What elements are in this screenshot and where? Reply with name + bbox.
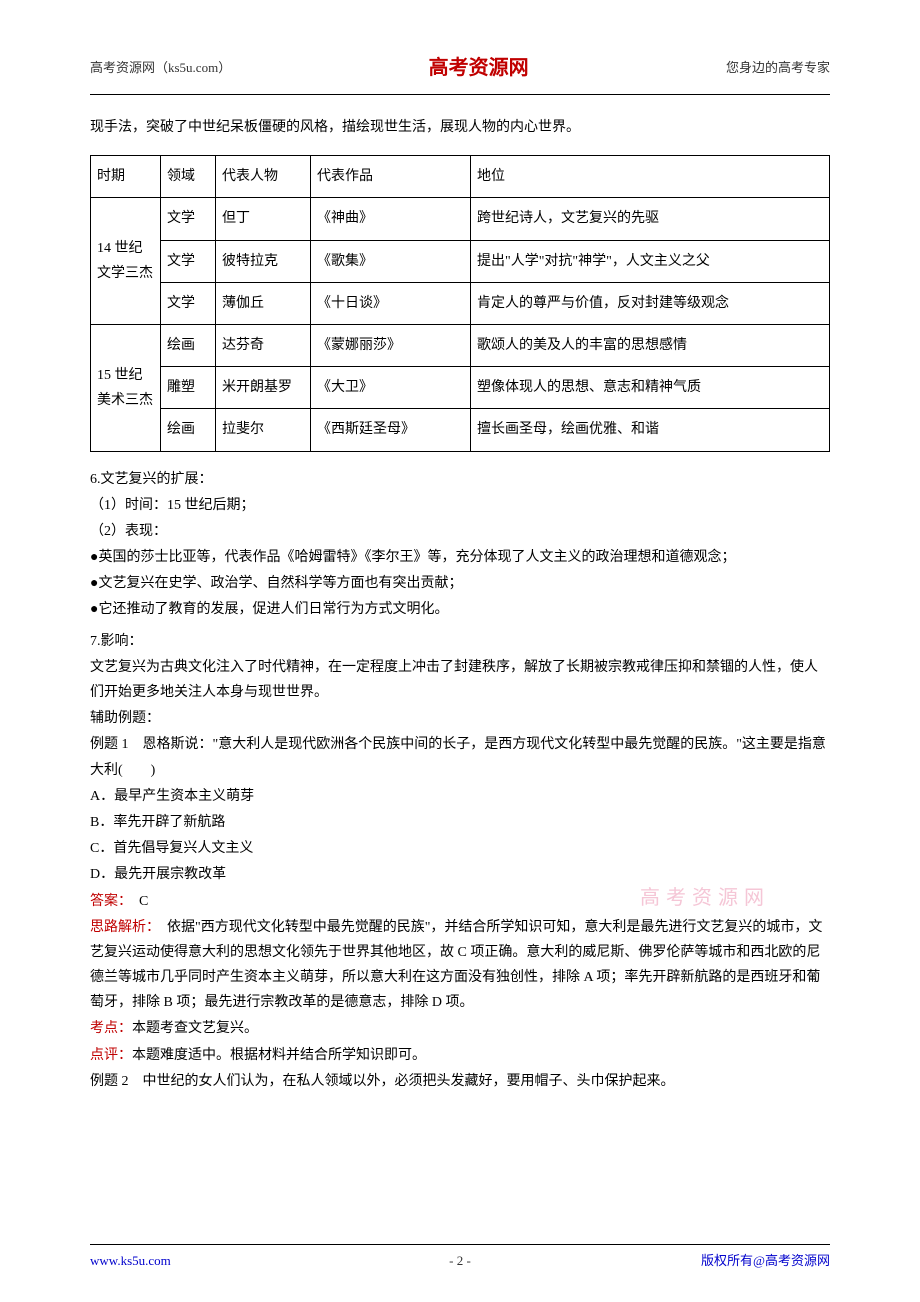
example1-optionD: D．最先开展宗教改革 bbox=[90, 862, 830, 887]
cell-work: 《歌集》 bbox=[311, 240, 471, 282]
cell-work: 《蒙娜丽莎》 bbox=[311, 324, 471, 366]
comment-label: 点评： bbox=[90, 1048, 132, 1063]
cell-person: 米开朗基罗 bbox=[216, 367, 311, 409]
section6-item1: （1）时间：15 世纪后期； bbox=[90, 493, 830, 518]
table-row: 14 世纪文学三杰 文学 但丁 《神曲》 跨世纪诗人，文艺复兴的先驱 bbox=[91, 198, 830, 240]
footer-copyright: 版权所有@高考资源网 bbox=[701, 1249, 830, 1272]
cell-period-1: 14 世纪文学三杰 bbox=[91, 198, 161, 325]
cell-work: 《大卫》 bbox=[311, 367, 471, 409]
section6-title: 6.文艺复兴的扩展： bbox=[90, 467, 830, 492]
cell-field: 文学 bbox=[161, 198, 216, 240]
example1-optionC: C．首先倡导复兴人文主义 bbox=[90, 836, 830, 861]
cell-status: 塑像体现人的思想、意志和精神气质 bbox=[471, 367, 830, 409]
cell-field: 雕塑 bbox=[161, 367, 216, 409]
answer-value: C bbox=[125, 894, 148, 909]
table-row: 文学 彼特拉克 《歌集》 提出"人学"对抗"神学"，人文主义之父 bbox=[91, 240, 830, 282]
example1-optionA: A．最早产生资本主义萌芽 bbox=[90, 784, 830, 809]
cell-status: 肯定人的尊严与价值，反对封建等级观念 bbox=[471, 282, 830, 324]
header-center-title: 高考资源网 bbox=[429, 50, 529, 86]
cell-field: 绘画 bbox=[161, 324, 216, 366]
footer-url: www.ks5u.com bbox=[90, 1249, 171, 1272]
section6-bullet3: ●它还推动了教育的发展，促进人们日常行为方式文明化。 bbox=[90, 597, 830, 622]
example1-optionB: B．率先开辟了新航路 bbox=[90, 810, 830, 835]
cell-status: 歌颂人的美及人的丰富的思想感情 bbox=[471, 324, 830, 366]
cell-field: 文学 bbox=[161, 240, 216, 282]
cell-period-2: 15 世纪美术三杰 bbox=[91, 324, 161, 451]
point-label: 考点： bbox=[90, 1021, 132, 1036]
example1-analysis-line: 思路解析： 依据"西方现代文化转型中最先觉醒的民族"，并结合所学知识可知，意大利… bbox=[90, 915, 830, 1016]
point-text: 本题考查文艺复兴。 bbox=[132, 1021, 258, 1036]
th-person: 代表人物 bbox=[216, 156, 311, 198]
answer-label: 答案： bbox=[90, 894, 125, 909]
section6-item2: （2）表现： bbox=[90, 519, 830, 544]
page-header: 高考资源网（ks5u.com） 高考资源网 您身边的高考专家 bbox=[90, 50, 830, 95]
section7-title: 7.影响： bbox=[90, 629, 830, 654]
example1-question: 例题 1 恩格斯说："意大利人是现代欧洲各个民族中间的长子，是西方现代文化转型中… bbox=[90, 732, 830, 782]
intro-text: 现手法，突破了中世纪呆板僵硬的风格，描绘现世生活，展现人物的内心世界。 bbox=[90, 115, 830, 140]
analysis-label: 思路解析： bbox=[90, 920, 153, 935]
examples-title: 辅助例题： bbox=[90, 706, 830, 731]
cell-person: 但丁 bbox=[216, 198, 311, 240]
comment-text: 本题难度适中。根据材料并结合所学知识即可。 bbox=[132, 1048, 426, 1063]
cell-person: 达芬奇 bbox=[216, 324, 311, 366]
example1-point-line: 考点：本题考查文艺复兴。 bbox=[90, 1016, 830, 1041]
footer-page-number: - 2 - bbox=[449, 1249, 471, 1272]
renaissance-table: 时期 领域 代表人物 代表作品 地位 14 世纪文学三杰 文学 但丁 《神曲》 … bbox=[90, 155, 830, 451]
cell-work: 《西斯廷圣母》 bbox=[311, 409, 471, 451]
cell-status: 提出"人学"对抗"神学"，人文主义之父 bbox=[471, 240, 830, 282]
th-period: 时期 bbox=[91, 156, 161, 198]
header-left-text: 高考资源网（ks5u.com） bbox=[90, 56, 231, 79]
section6-bullet1: ●英国的莎士比亚等，代表作品《哈姆雷特》《李尔王》等，充分体现了人文主义的政治理… bbox=[90, 545, 830, 570]
section6-bullet2: ●文艺复兴在史学、政治学、自然科学等方面也有突出贡献； bbox=[90, 571, 830, 596]
cell-person: 拉斐尔 bbox=[216, 409, 311, 451]
analysis-text: 依据"西方现代文化转型中最先觉醒的民族"，并结合所学知识可知，意大利是最先进行文… bbox=[90, 920, 822, 1011]
cell-field: 绘画 bbox=[161, 409, 216, 451]
th-field: 领域 bbox=[161, 156, 216, 198]
document-page: 高考资源网（ks5u.com） 高考资源网 您身边的高考专家 现手法，突破了中世… bbox=[0, 0, 920, 1302]
example1-answer-line: 答案： C bbox=[90, 889, 830, 914]
table-row: 雕塑 米开朗基罗 《大卫》 塑像体现人的思想、意志和精神气质 bbox=[91, 367, 830, 409]
example1-comment-line: 点评：本题难度适中。根据材料并结合所学知识即可。 bbox=[90, 1043, 830, 1068]
page-footer: www.ks5u.com - 2 - 版权所有@高考资源网 bbox=[90, 1244, 830, 1272]
cell-status: 跨世纪诗人，文艺复兴的先驱 bbox=[471, 198, 830, 240]
table-row: 文学 薄伽丘 《十日谈》 肯定人的尊严与价值，反对封建等级观念 bbox=[91, 282, 830, 324]
header-right-text: 您身边的高考专家 bbox=[726, 56, 830, 79]
th-work: 代表作品 bbox=[311, 156, 471, 198]
cell-work: 《十日谈》 bbox=[311, 282, 471, 324]
table-header-row: 时期 领域 代表人物 代表作品 地位 bbox=[91, 156, 830, 198]
cell-person: 彼特拉克 bbox=[216, 240, 311, 282]
example2-question: 例题 2 中世纪的女人们认为，在私人领域以外，必须把头发藏好，要用帽子、头巾保护… bbox=[90, 1069, 830, 1094]
th-status: 地位 bbox=[471, 156, 830, 198]
cell-status: 擅长画圣母，绘画优雅、和谐 bbox=[471, 409, 830, 451]
table-row: 绘画 拉斐尔 《西斯廷圣母》 擅长画圣母，绘画优雅、和谐 bbox=[91, 409, 830, 451]
table-row: 15 世纪美术三杰 绘画 达芬奇 《蒙娜丽莎》 歌颂人的美及人的丰富的思想感情 bbox=[91, 324, 830, 366]
section7-content: 文艺复兴为古典文化注入了时代精神，在一定程度上冲击了封建秩序，解放了长期被宗教戒… bbox=[90, 655, 830, 705]
cell-person: 薄伽丘 bbox=[216, 282, 311, 324]
cell-work: 《神曲》 bbox=[311, 198, 471, 240]
cell-field: 文学 bbox=[161, 282, 216, 324]
